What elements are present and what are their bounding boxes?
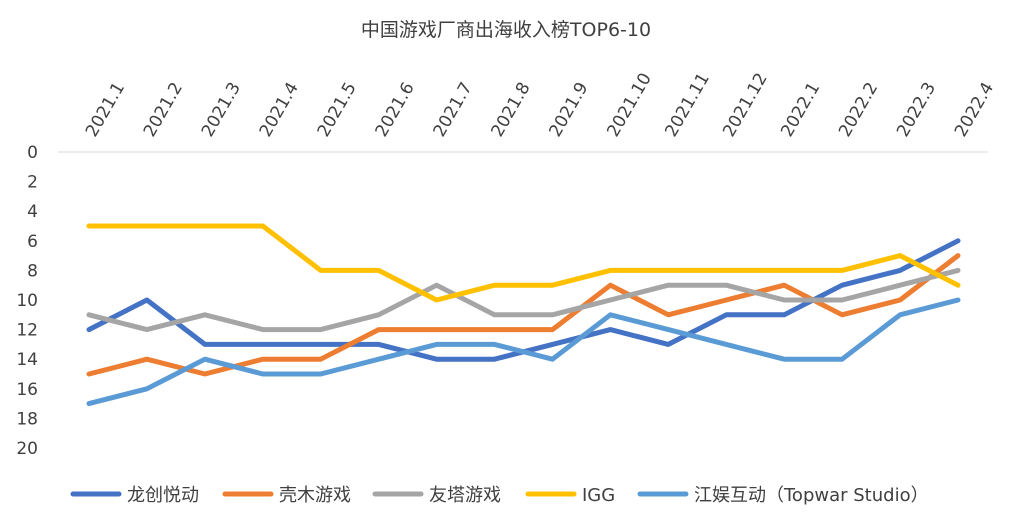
x-tick-label: 2022.1 [777, 79, 824, 141]
x-tick-label: 2021.2 [140, 79, 187, 141]
x-tick-label: 2022.4 [951, 79, 998, 141]
legend: 龙创悦动 壳木游戏 友塔游戏 IGG 江娱互动（Topwar Studio） [70, 485, 929, 506]
legend-label: 友塔游戏 [429, 485, 501, 506]
series-lines [86, 223, 961, 407]
legend-label: 壳木游戏 [279, 485, 351, 506]
y-tick-label: 8 [27, 261, 38, 281]
x-tick-label: 2021.4 [256, 79, 303, 141]
legend-label: 龙创悦动 [127, 485, 199, 506]
series-line-5 [86, 297, 961, 407]
x-tick-label: 2021.8 [488, 79, 535, 141]
x-tick-label: 2021.10 [603, 70, 655, 141]
x-tick-label: 2021.11 [661, 70, 713, 141]
x-tick-label: 2021.3 [198, 79, 245, 141]
x-tick-label: 2021.1 [82, 79, 129, 141]
x-tick-label: 2021.12 [719, 70, 771, 141]
y-tick-label: 18 [16, 409, 38, 429]
x-tick-label: 2021.9 [545, 79, 592, 141]
x-tick-label: 2021.7 [430, 79, 477, 141]
series-line-4 [86, 223, 961, 303]
y-tick-label: 2 [27, 173, 38, 193]
x-tick-label: 2021.5 [314, 79, 361, 141]
x-tick-label: 2022.2 [835, 79, 882, 141]
legend-label: IGG [582, 485, 615, 506]
x-tick-label: 2022.3 [893, 79, 940, 141]
y-tick-label: 16 [16, 380, 38, 400]
legend-label: 江娱互动（Topwar Studio） [694, 485, 929, 506]
y-tick-label: 10 [16, 291, 38, 311]
y-tick-label: 6 [27, 232, 38, 252]
y-tick-label: 20 [16, 439, 38, 459]
y-tick-label: 0 [27, 143, 38, 163]
y-tick-label: 14 [16, 350, 38, 370]
series-line-3 [86, 267, 961, 333]
y-axis-tick-labels: 0 2 4 6 8 10 12 14 16 18 20 [16, 143, 38, 459]
y-tick-label: 12 [16, 321, 38, 341]
y-tick-label: 4 [27, 202, 38, 222]
x-axis-tick-labels: 2021.1 2021.2 2021.3 2021.4 2021.5 2021.6 2021… [82, 70, 998, 141]
chart-title: 中国游戏厂商出海收入榜TOP6-10 [361, 19, 651, 41]
x-tick-label: 2021.6 [372, 79, 419, 141]
